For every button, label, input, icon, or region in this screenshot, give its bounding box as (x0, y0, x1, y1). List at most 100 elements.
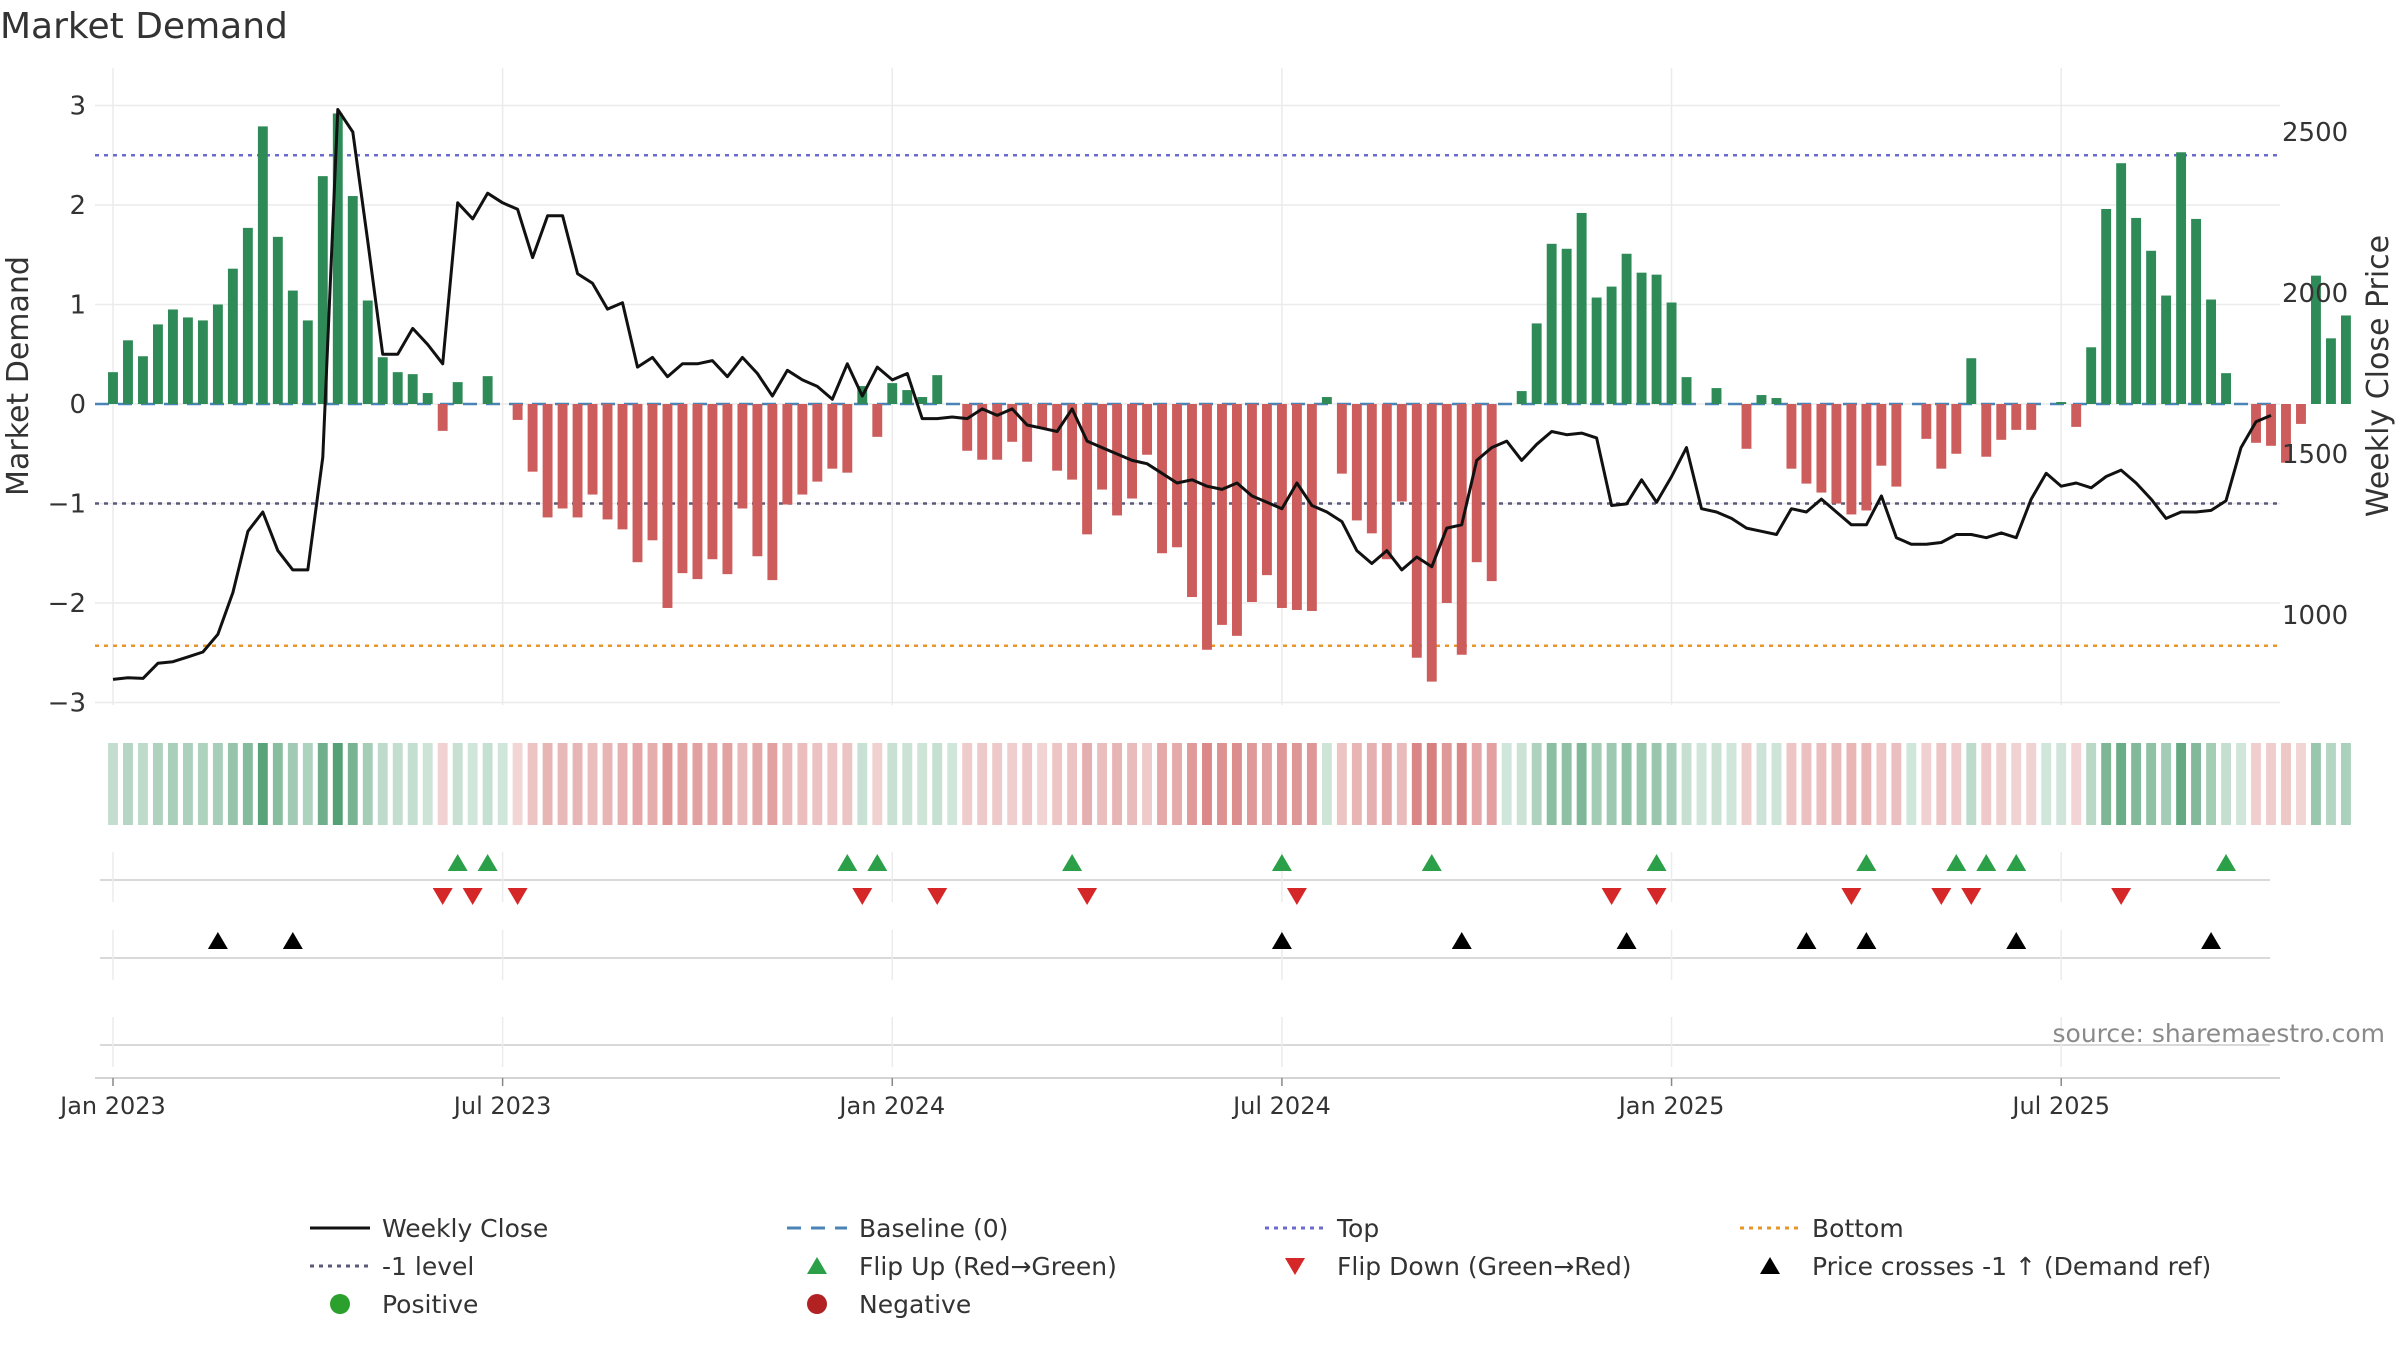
heat-cell (138, 743, 148, 825)
demand-bar (782, 404, 793, 505)
flip-markers-panel (100, 852, 2270, 905)
flip-up-marker (1646, 854, 1667, 871)
heat-cell (1711, 743, 1722, 825)
flip-up-marker (1976, 854, 1997, 871)
demand-bar (827, 404, 838, 469)
legend-label: Flip Up (Red→Green) (859, 1252, 1117, 1281)
demand-bar (1202, 404, 1212, 650)
demand-bar (1666, 302, 1677, 404)
flip-up-marker (1946, 854, 1967, 871)
heat-cell (123, 743, 133, 825)
demand-bar (317, 176, 328, 404)
flip-down-marker (1931, 888, 1952, 905)
heat-cell (1681, 743, 1692, 825)
demand-bar (1471, 404, 1482, 563)
legend-item: Baseline (0) (787, 1214, 1008, 1243)
heat-cell (2311, 743, 2321, 825)
demand-bar (1411, 404, 1422, 658)
legend-label: Weekly Close (382, 1214, 548, 1243)
chart-title: Market Demand (0, 6, 288, 47)
heat-cell (2296, 743, 2306, 825)
heat-cell (227, 743, 238, 825)
legend-item: Positive (330, 1290, 478, 1319)
heat-cell (2161, 743, 2172, 825)
heat-cell (647, 743, 658, 825)
heat-cell (1576, 743, 1587, 825)
heat-cell (1276, 743, 1287, 825)
heat-cell (482, 743, 493, 825)
heat-cell (1966, 743, 1977, 825)
legend-label: Price crosses -1 ↑ (Demand ref) (1812, 1252, 2211, 1281)
heat-cell (542, 743, 553, 825)
heat-cell (1921, 743, 1932, 825)
flip-down-marker (1286, 888, 1307, 905)
demand-bar (2116, 163, 2127, 404)
demand-bar (2296, 404, 2306, 424)
heat-cell (1142, 743, 1152, 825)
x-tick-label: Jul 2024 (1231, 1092, 1331, 1120)
demand-bar (992, 404, 1003, 460)
y-tick-label: 1 (69, 291, 86, 321)
heat-cell (617, 743, 628, 825)
heat-cell (767, 743, 778, 825)
demand-bar (377, 357, 388, 404)
demand-bar (272, 236, 283, 404)
heat-cell (737, 743, 748, 825)
demand-bar (347, 196, 358, 404)
demand-bar (1756, 395, 1767, 404)
demand-bar (1037, 404, 1048, 428)
demand-bar (1082, 404, 1093, 535)
demand-bar (302, 320, 313, 404)
heat-cell (1891, 743, 1902, 825)
demand-bar (2071, 404, 2082, 427)
heat-cell (1217, 743, 1227, 825)
flip-down-marker (2111, 888, 2132, 905)
legend-label: Baseline (0) (859, 1214, 1008, 1243)
heat-cell (1336, 743, 1347, 825)
demand-bars (108, 113, 2351, 682)
demand-bar (1261, 404, 1272, 576)
demand-bar (437, 404, 448, 431)
demand-bar (1232, 404, 1242, 636)
heat-cell (1202, 743, 1212, 825)
demand-bar (2206, 299, 2217, 404)
demand-bar (1142, 404, 1152, 455)
heat-cell (287, 743, 298, 825)
heat-cell (2026, 743, 2037, 825)
heat-cell (692, 743, 703, 825)
y2-tick-label: 1500 (2282, 440, 2348, 470)
demand-bar (1157, 404, 1167, 554)
heat-cell (1996, 743, 2007, 825)
demand-bar (647, 404, 658, 541)
heat-cell (1082, 743, 1093, 825)
legend-item: Weekly Close (310, 1214, 548, 1243)
demand-bar (1741, 404, 1752, 449)
demand-bar (227, 268, 238, 404)
demand-bar (2221, 373, 2231, 404)
heat-cell (212, 743, 223, 825)
price-cross-marker (1796, 932, 1817, 949)
y-tick-label: 2 (69, 191, 86, 221)
demand-bar (662, 404, 673, 608)
x-axis-ticks: Jan 2023 Jul 2023 Jan 2024 Jul 2024 Jan 2025… (58, 1077, 2280, 1120)
demand-bar (167, 309, 178, 404)
heat-cell (452, 743, 463, 825)
demand-bar (632, 404, 643, 563)
heat-cell (827, 743, 838, 825)
heat-cell (1127, 743, 1137, 825)
heat-cell (1097, 743, 1108, 825)
x-tick-label: Jan 2023 (58, 1092, 166, 1120)
heat-cell (962, 743, 973, 825)
flip-up-marker (1421, 854, 1442, 871)
heat-cell (2011, 743, 2022, 825)
demand-bar (677, 404, 688, 574)
demand-heat-strip (108, 743, 2351, 825)
empty-panel (100, 1017, 2270, 1067)
demand-bar (1786, 404, 1797, 469)
demand-bar (2281, 404, 2291, 463)
heat-cell (2116, 743, 2127, 825)
demand-bar (1816, 404, 1827, 493)
heat-cell (662, 743, 673, 825)
heat-cell (1441, 743, 1452, 825)
